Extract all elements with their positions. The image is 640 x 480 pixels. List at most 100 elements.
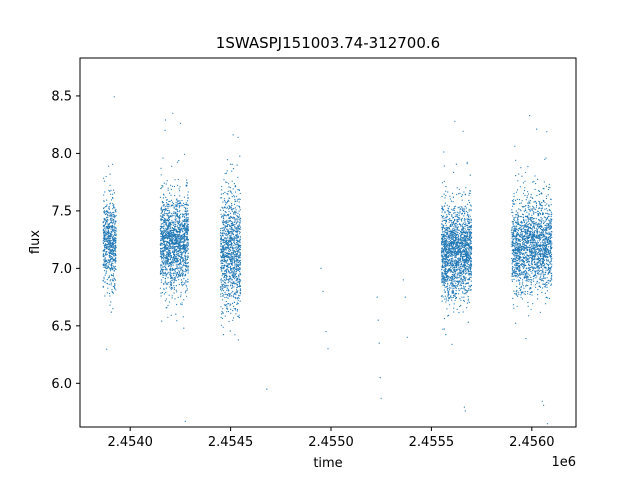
data-point: [455, 252, 457, 254]
data-point: [455, 229, 457, 231]
data-point: [174, 208, 177, 210]
data-point: [170, 184, 172, 186]
data-point: [169, 232, 171, 235]
data-point: [228, 210, 230, 213]
data-point: [114, 283, 116, 285]
data-point: [177, 235, 179, 237]
data-point: [180, 240, 182, 242]
data-point: [455, 215, 457, 217]
data-point: [112, 256, 114, 258]
data-point: [176, 254, 178, 256]
data-point: [465, 240, 467, 242]
data-point: [163, 288, 165, 290]
data-point: [185, 203, 187, 206]
data-point: [105, 247, 107, 249]
data-point: [224, 258, 226, 260]
data-point: [239, 236, 241, 238]
data-point: [112, 251, 114, 254]
data-point: [225, 270, 227, 273]
data-point: [163, 219, 165, 221]
data-point: [178, 229, 180, 231]
data-point: [465, 194, 467, 196]
data-point: [169, 230, 171, 232]
data-point: [446, 258, 448, 261]
data-point: [182, 227, 184, 229]
data-point: [113, 277, 115, 279]
data-point: [468, 289, 470, 291]
data-point: [160, 235, 162, 237]
data-point: [445, 264, 447, 266]
data-point: [222, 265, 224, 267]
data-point: [175, 249, 178, 251]
data-point: [226, 225, 229, 228]
data-point: [180, 274, 182, 277]
data-point: [447, 280, 449, 282]
data-point: [167, 227, 169, 229]
data-point: [181, 222, 183, 224]
data-point: [444, 205, 446, 207]
data-point: [444, 291, 446, 293]
data-point: [174, 216, 176, 218]
data-point: [162, 230, 164, 232]
data-point: [114, 217, 116, 219]
data-point: [167, 205, 169, 207]
data-point: [459, 271, 461, 273]
data-point: [222, 222, 224, 224]
data-point: [109, 242, 111, 244]
data-point: [463, 272, 465, 274]
data-point: [237, 267, 239, 270]
data-point: [465, 224, 467, 227]
data-point: [177, 249, 179, 251]
data-point: [470, 264, 472, 266]
data-point: [225, 222, 227, 224]
data-point: [169, 248, 171, 250]
data-point: [226, 272, 228, 274]
data-point: [166, 248, 168, 250]
data-point: [176, 304, 178, 306]
data-point: [103, 231, 105, 234]
data-point: [224, 237, 226, 239]
data-point: [162, 270, 164, 272]
data-point: [222, 247, 225, 249]
data-point: [456, 221, 458, 223]
data-point: [470, 221, 472, 223]
data-point: [453, 287, 455, 289]
data-point: [441, 281, 443, 283]
data-point: [443, 209, 445, 211]
data-point: [461, 195, 463, 197]
data-point: [112, 292, 114, 294]
data-point: [235, 227, 237, 229]
data-point: [470, 266, 472, 268]
data-point: [449, 261, 451, 263]
data-point: [179, 262, 181, 264]
data-point: [469, 239, 471, 241]
data-point: [171, 227, 173, 229]
data-point: [449, 250, 451, 252]
data-point: [236, 246, 238, 248]
data-point: [452, 216, 455, 219]
data-point: [464, 212, 466, 214]
data-point: [443, 274, 445, 276]
data-point: [453, 307, 455, 309]
data-point: [168, 239, 171, 242]
data-point: [235, 248, 237, 250]
data-point: [171, 229, 174, 232]
data-point: [175, 230, 177, 232]
data-point: [464, 226, 466, 228]
data-point: [183, 214, 185, 216]
data-point: [110, 266, 113, 268]
data-point: [459, 240, 461, 242]
data-point: [444, 237, 446, 240]
data-point: [449, 237, 451, 239]
data-point: [459, 280, 461, 282]
data-point: [231, 204, 233, 207]
data-point: [169, 245, 171, 247]
data-point: [465, 249, 467, 251]
data-point: [185, 218, 187, 221]
data-point: [112, 163, 114, 165]
data-point: [468, 261, 470, 263]
data-point: [223, 227, 225, 229]
data-point: [159, 227, 162, 230]
data-point: [230, 257, 232, 259]
data-point: [222, 280, 224, 282]
